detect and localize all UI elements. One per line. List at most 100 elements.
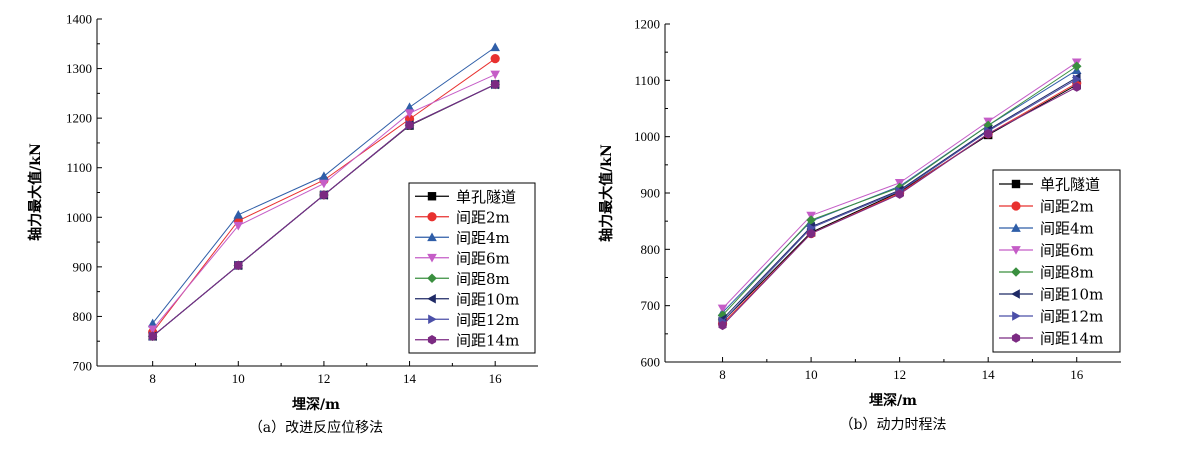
legend-item: 间距6m <box>999 242 1094 260</box>
y-tick-label: 600 <box>641 355 661 370</box>
legend-marker <box>427 273 437 284</box>
legend-label: 间距12m <box>456 311 519 329</box>
data-point <box>1072 74 1082 85</box>
data-point <box>490 42 500 52</box>
y-axis-label: 轴力最大值/kN <box>27 143 44 241</box>
y-tick-label: 1200 <box>66 111 92 126</box>
data-point <box>233 221 244 231</box>
legend-label: 单孔隧道 <box>456 188 516 206</box>
data-point <box>234 260 243 271</box>
x-axis-label: 埋深/m <box>869 392 917 409</box>
legend-item: 单孔隧道 <box>999 176 1100 194</box>
data-point <box>983 120 993 131</box>
legend-label: 间距10m <box>1040 286 1103 304</box>
legend-item: 间距14m <box>415 331 519 349</box>
data-point <box>491 79 500 90</box>
y-tick-label: 1000 <box>66 210 92 225</box>
legend-label: 单孔隧道 <box>1040 176 1100 194</box>
legend-marker <box>1011 201 1021 211</box>
chart-panel-b: 600 700 800 900 1000 1100 1200 8 10 12 14 16 埋深/m 轴力最… <box>598 17 1121 433</box>
legend-marker <box>1011 223 1021 232</box>
legend-label: 间距2m <box>1040 198 1094 216</box>
legend-label: 间距10m <box>456 290 519 308</box>
legend-label: 间距14m <box>1040 330 1103 348</box>
y-tick-label: 1200 <box>634 17 660 32</box>
y-tick-label: 1100 <box>66 160 92 175</box>
x-tick-label: 12 <box>893 367 906 382</box>
data-point <box>319 190 328 200</box>
y-tick-label: 1000 <box>634 129 660 144</box>
legend-item: 单孔隧道 <box>415 188 516 206</box>
y-tick-label: 900 <box>641 186 661 201</box>
x-tick-label: 10 <box>232 371 245 386</box>
data-point <box>319 179 329 189</box>
legend-item: 间距4m <box>415 229 510 247</box>
y-tick-label: 1300 <box>66 61 92 76</box>
legend-item: 间距4m <box>999 220 1094 238</box>
legend-item: 间距10m <box>415 290 519 308</box>
legend-label: 间距6m <box>1040 242 1094 260</box>
legend-label: 间距14m <box>456 331 519 349</box>
chart-panel-a: 700 800 900 1000 1100 1200 1300 1400 8 10 12 14 16 埋深… <box>27 12 538 436</box>
data-point <box>490 54 500 64</box>
legend-marker <box>427 192 437 201</box>
legend-marker <box>427 335 437 345</box>
legend-label: 间距8m <box>456 270 510 288</box>
data-point <box>148 331 157 341</box>
y-tick-label: 700 <box>73 359 93 374</box>
data-point <box>718 320 727 331</box>
x-tick-label: 16 <box>489 371 503 386</box>
legend-item: 间距2m <box>415 208 510 226</box>
series-7 <box>148 79 500 341</box>
legend-item: 间距2m <box>999 198 1094 216</box>
data-point <box>404 102 415 112</box>
x-tick-label: 14 <box>982 367 996 382</box>
legend-marker <box>427 232 437 242</box>
data-point <box>807 228 816 239</box>
legend-marker <box>1011 179 1021 189</box>
legend-marker <box>1012 311 1021 321</box>
x-tick-label: 12 <box>317 371 330 386</box>
legend-item: 间距8m <box>999 264 1094 282</box>
legend-marker <box>427 212 437 222</box>
data-point <box>717 304 728 314</box>
x-tick-label: 10 <box>805 367 818 382</box>
data-point <box>984 129 993 139</box>
data-point <box>1072 82 1081 92</box>
data-point <box>233 210 244 219</box>
legend-item: 间距14m <box>999 330 1103 348</box>
chart-caption: （a）改进反应位移法 <box>249 419 383 436</box>
data-point <box>490 70 500 80</box>
legend-label: 间距6m <box>456 249 510 267</box>
data-point <box>1071 61 1082 72</box>
data-point <box>404 109 415 118</box>
y-tick-label: 800 <box>73 309 93 324</box>
legend-label: 间距12m <box>1040 308 1103 326</box>
legend-marker <box>1011 333 1021 343</box>
y-tick-label: 800 <box>641 242 661 257</box>
data-point <box>405 120 414 130</box>
y-tick-label: 1400 <box>66 12 92 27</box>
series-7 <box>718 82 1081 331</box>
series-3 <box>147 70 500 335</box>
legend-box <box>992 169 1121 353</box>
data-point <box>147 325 158 335</box>
legend-label: 间距4m <box>1040 220 1094 238</box>
data-point <box>319 171 329 180</box>
legend-marker <box>427 253 437 263</box>
legend-item: 间距12m <box>415 311 519 329</box>
legend-item: 间距10m <box>999 286 1103 304</box>
x-axis-label: 埋深/m <box>292 396 340 413</box>
legend-marker <box>1011 289 1020 299</box>
legend-marker <box>1011 246 1021 255</box>
y-tick-label: 1100 <box>634 73 660 88</box>
data-point <box>147 318 158 328</box>
y-tick-label: 900 <box>73 259 93 274</box>
y-tick-label: 700 <box>641 298 661 313</box>
legend-marker <box>427 293 436 304</box>
data-point <box>806 215 816 225</box>
legend-box <box>408 182 536 354</box>
